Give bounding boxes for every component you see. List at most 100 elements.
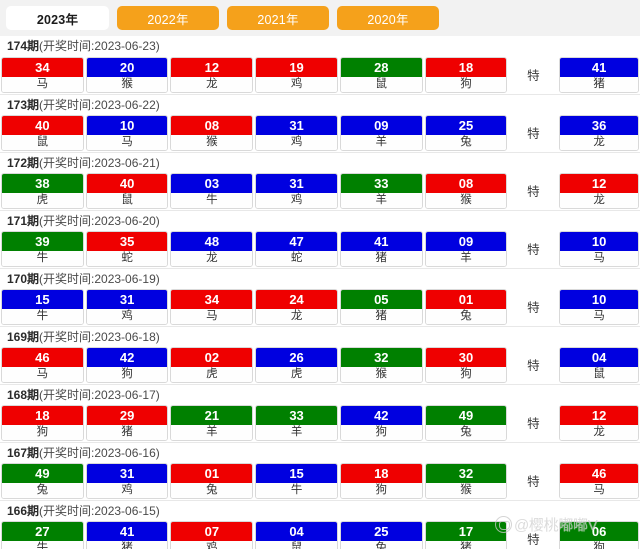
ball-cell: 25 兔 [424,115,508,151]
special-ball-label: 特 [527,300,540,315]
draw-date: (开奖时间:2023-06-17) [39,388,160,402]
ball-zodiac: 猪 [425,541,507,549]
ball-number: 42 [86,348,168,367]
special-ball-cell: 10 马 [559,231,639,267]
ball-cell: 40 鼠 [85,173,169,209]
draw-header: 166期(开奖时间:2023-06-15) [0,500,640,521]
ball-cell: 31 鸡 [255,115,338,151]
ball-zodiac: 鸡 [256,193,337,208]
ball-zodiac: 狗 [2,425,83,440]
ball-number: 39 [2,232,83,251]
ball-zodiac: 羊 [425,251,507,266]
ball-number: 40 [86,174,168,193]
ball-number: 46 [2,348,83,367]
ball-cell: 21 羊 [170,405,254,441]
special-ball-label: 特 [527,126,540,141]
ball-row: 49 兔 31 鸡 01 兔 15 牛 18 狗 32 猴特 46 马 [0,463,640,500]
ball-cell: 32 猴 [339,347,423,383]
ball-zodiac: 猴 [425,483,507,498]
ball-number: 47 [256,232,337,251]
special-ball-cell: 04 鼠 [559,347,639,383]
ball-zodiac: 鼠 [340,77,422,92]
ball-zodiac: 牛 [2,541,83,549]
ball-cell: 35 蛇 [85,231,169,267]
ball-row: 39 牛 35 蛇 48 龙 47 蛇 41 猪 09 羊特 10 马 [0,231,640,268]
ball-number: 07 [171,522,253,541]
draw-period: 174期 [7,39,40,53]
special-ball-zodiac: 鼠 [560,367,638,382]
special-ball-cell: 06 狗 [559,521,639,549]
year-tab-bar: 2023年 2022年 2021年 2020年 [0,0,640,36]
ball-zodiac: 羊 [340,193,422,208]
ball-cell: 48 龙 [170,231,254,267]
ball-number: 02 [171,348,253,367]
draw-period: 170期 [7,272,40,286]
special-ball-zodiac: 马 [560,483,638,498]
ball-zodiac: 鸡 [256,135,337,150]
ball-cell: 33 羊 [255,405,338,441]
draw-header: 170期(开奖时间:2023-06-19) [0,268,640,289]
special-ball-zodiac: 马 [560,309,638,324]
special-ball-zodiac: 龙 [560,425,638,440]
ball-number: 01 [171,464,253,483]
ball-cell: 26 虎 [255,347,338,383]
ball-number: 26 [256,348,337,367]
ball-cell: 02 虎 [170,347,254,383]
ball-zodiac: 牛 [2,251,83,266]
ball-cell: 30 狗 [424,347,508,383]
ball-cell: 46 马 [1,347,84,383]
special-ball-label: 特 [527,68,540,83]
special-ball-number: 12 [560,406,638,425]
draw-date: (开奖时间:2023-06-15) [39,504,160,518]
ball-row: 40 鼠 10 马 08 猴 31 鸡 09 羊 25 兔 特 36 龙 [0,115,640,152]
draw-date: (开奖时间:2023-06-19) [39,272,160,286]
ball-zodiac: 牛 [171,193,253,208]
ball-zodiac: 羊 [171,425,253,440]
ball-zodiac: 狗 [340,483,422,498]
ball-zodiac: 兔 [340,541,422,549]
draw-header: 169期(开奖时间:2023-06-18) [0,326,640,347]
ball-cell: 18 狗 [424,57,508,93]
ball-zodiac: 猴 [340,367,422,382]
ball-zodiac: 马 [2,367,83,382]
ball-zodiac: 马 [2,77,83,92]
ball-zodiac: 牛 [2,309,83,324]
draw-date: (开奖时间:2023-06-21) [39,156,160,170]
ball-zodiac: 鸡 [86,309,168,324]
ball-number: 20 [86,58,168,77]
ball-cell: 49 兔 [424,405,508,441]
year-tab-2022[interactable]: 2022年 [117,6,219,30]
ball-cell: 09 羊 [424,231,508,267]
draw-period: 171期 [7,214,40,228]
year-tab-2021[interactable]: 2021年 [227,6,329,30]
draw-block: 170期(开奖时间:2023-06-19) 15 牛 31 鸡 34 马 24 龙 05 猪 01 兔特… [0,268,640,326]
ball-cell: 31 鸡 [85,289,169,325]
ball-number: 04 [256,522,337,541]
ball-row: 27 牛 41 猪 07 鸡 04 鼠 25 兔 17 猪特 06 狗 [0,521,640,549]
special-ball-number: 10 [560,290,638,309]
special-ball-label: 特 [527,242,540,257]
ball-zodiac: 猴 [425,193,507,208]
ball-cell: 49 兔 [1,463,84,499]
ball-number: 25 [340,522,422,541]
ball-zodiac: 兔 [425,425,507,440]
ball-cell: 09 羊 [339,115,423,151]
special-ball-number: 12 [560,174,638,193]
year-tab-2023[interactable]: 2023年 [6,6,109,30]
ball-cell: 32 猴 [424,463,508,499]
ball-number: 33 [340,174,422,193]
ball-number: 05 [340,290,422,309]
ball-number: 38 [2,174,83,193]
ball-number: 18 [2,406,83,425]
ball-zodiac: 猴 [86,77,168,92]
ball-zodiac: 兔 [2,483,83,498]
year-tab-2020[interactable]: 2020年 [337,6,439,30]
ball-number: 33 [256,406,337,425]
ball-cell: 01 兔 [170,463,254,499]
draw-results-list: 174期(开奖时间:2023-06-23) 34 马 20 猴 12 龙 19 鸡 28 鼠 18 狗特… [0,36,640,549]
ball-zodiac: 鼠 [86,193,168,208]
ball-number: 48 [171,232,253,251]
ball-number: 31 [256,116,337,135]
ball-number: 08 [171,116,253,135]
